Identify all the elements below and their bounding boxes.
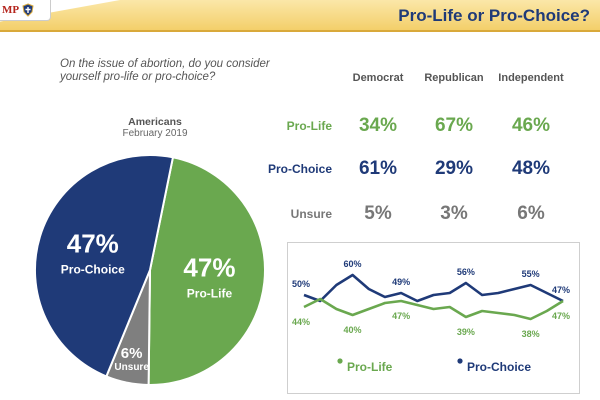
- cell-unsure-independent: 6%: [517, 203, 545, 224]
- population-label: Americans: [128, 116, 182, 128]
- trend-label-pro-life: 44%: [292, 317, 310, 327]
- pie-value-pro-life: 47%: [183, 252, 235, 282]
- trend-chart-frame: 50% 60% 49% 56% 55% 47% 44% 40% 47% 39% 38% 47% Pro-…: [287, 242, 580, 394]
- cell-pro-life-democrat: 34%: [358, 115, 398, 136]
- pie-label-unsure: Unsure: [114, 362, 149, 373]
- cell-pro-choice-independent: 48%: [511, 158, 551, 179]
- pie-label-pro-choice: Pro-Choice: [61, 263, 125, 277]
- pie-label-pro-life: Pro-Life: [187, 286, 233, 300]
- legend-label-pro-choice: Pro-Choice: [467, 360, 531, 374]
- cell-unsure-republican: 3%: [440, 203, 468, 224]
- cell-pro-life-republican: 67%: [434, 115, 474, 136]
- cell-pro-life-independent: 46%: [511, 115, 551, 136]
- trend-label-pro-life: 47%: [552, 311, 570, 321]
- pie-value-unsure: 6%: [121, 345, 143, 362]
- trend-label-pro-choice: 50%: [292, 279, 310, 289]
- row-label-pro-choice: Pro-Choice: [267, 162, 332, 176]
- cell-pro-choice-democrat: 61%: [358, 158, 398, 179]
- row-label-unsure: Unsure: [290, 207, 332, 221]
- trend-label-pro-life: 47%: [392, 311, 410, 321]
- trend-label-pro-choice: 49%: [392, 277, 410, 287]
- header-band: [0, 0, 600, 30]
- row-label-pro-life: Pro-Life: [286, 119, 332, 133]
- cell-unsure-democrat: 5%: [364, 203, 392, 224]
- trend-label-pro-life: 38%: [522, 329, 540, 339]
- page-title: Pro-Life or Pro-Choice?: [398, 6, 590, 25]
- logo-text: MP: [2, 4, 20, 16]
- trend-label-pro-life: 39%: [457, 327, 475, 337]
- trend-label-pro-choice: 60%: [344, 259, 362, 269]
- logo: MP: [0, 0, 51, 21]
- shield-icon: [22, 3, 34, 17]
- trend-line-pro-life: [303, 297, 564, 321]
- trend-label-pro-choice: 56%: [457, 267, 475, 277]
- trend-label-pro-choice: 55%: [522, 269, 540, 279]
- column-header-republican: Republican: [424, 72, 484, 84]
- trend-line-pro-choice: [303, 273, 564, 303]
- legend-marker-pro-choice: [457, 358, 463, 364]
- legend-marker-pro-life: [337, 358, 343, 364]
- pie-slice-pro-life: [147, 156, 266, 386]
- column-header-independent: Independent: [498, 72, 564, 84]
- legend-label-pro-life: Pro-Life: [347, 360, 393, 374]
- header-rule: [0, 30, 600, 32]
- population-date: February 2019: [122, 128, 188, 139]
- cell-pro-choice-republican: 29%: [434, 158, 474, 179]
- trend-label-pro-life: 40%: [344, 325, 362, 335]
- column-header-democrat: Democrat: [352, 72, 404, 84]
- survey-question: On the issue of abortion, do you conside…: [60, 58, 270, 83]
- trend-label-pro-choice: 47%: [552, 285, 570, 295]
- pie-value-pro-choice: 47%: [67, 229, 119, 259]
- trend-line-chart: 50% 60% 49% 56% 55% 47% 44% 40% 47% 39% 38% 47% Pro-…: [292, 259, 570, 374]
- pie-slice-pro-choice: [34, 154, 175, 378]
- pie-chart: 47% Pro-Life 6%Unsure 47% Pro-Choice: [34, 154, 266, 387]
